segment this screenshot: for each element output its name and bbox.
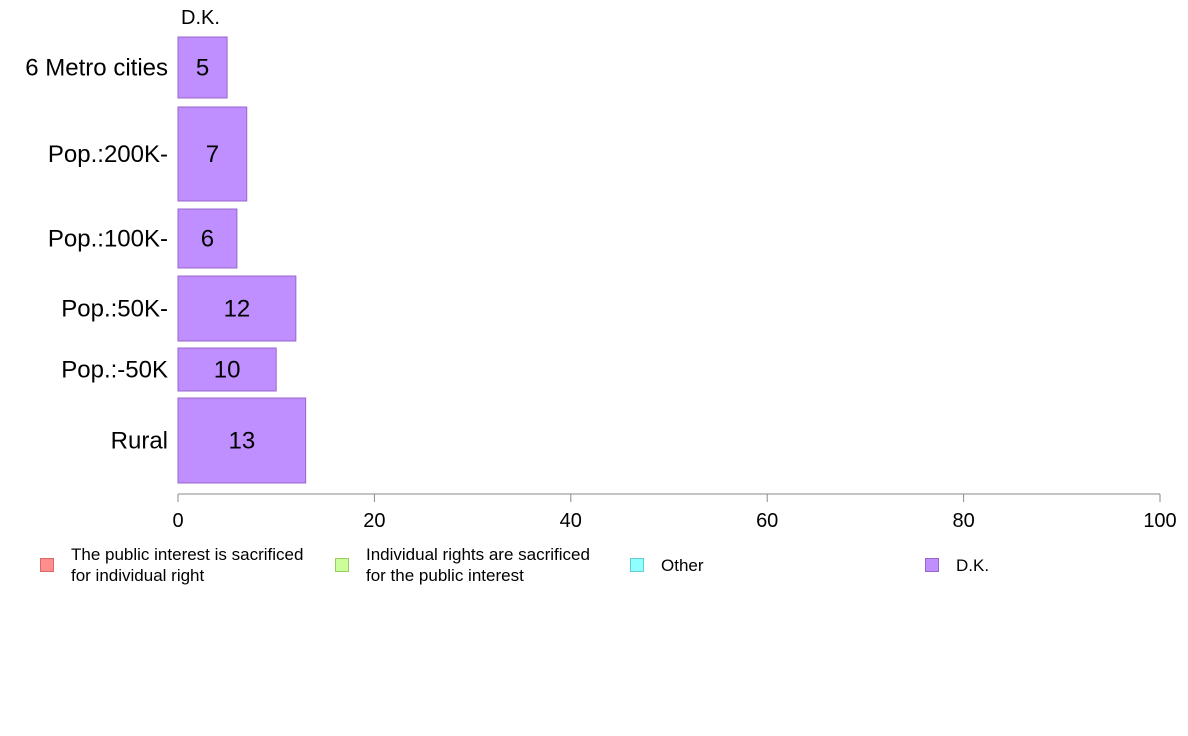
bar (177, 36, 228, 99)
x-tick-label: 60 (756, 510, 778, 532)
series-top-label: D.K. (181, 7, 220, 29)
category-label: Pop.:100K- (48, 226, 168, 253)
x-tick-label: 0 (172, 510, 183, 532)
bar (177, 106, 248, 202)
legend-swatch (335, 558, 349, 572)
bar (177, 208, 238, 269)
legend-label: The public interest is sacrificed for in… (71, 545, 304, 585)
legend-item-other: Other (630, 540, 704, 590)
category-label: Rural (111, 428, 168, 455)
category-label: 6 Metro cities (25, 55, 168, 82)
bar (177, 275, 297, 342)
category-label: Pop.:200K- (48, 141, 168, 168)
category-label: Pop.:-50K (61, 357, 168, 384)
data-label: 12 (224, 296, 251, 323)
bar (177, 397, 307, 484)
category-labels: 6 Metro cities Pop.:200K- Pop.:100K- Pop.:5… (25, 55, 168, 455)
bar (177, 347, 277, 392)
legend: The public interest is sacrificed for in… (0, 540, 1188, 600)
bars-group: 5 7 6 12 10 13 (177, 36, 307, 484)
legend-swatch (925, 558, 939, 572)
x-tick-label: 40 (560, 510, 582, 532)
legend-label: Individual rights are sacrificed for the… (366, 545, 590, 585)
data-label: 7 (206, 141, 219, 168)
data-label: 5 (196, 55, 209, 82)
data-label: 10 (214, 357, 241, 384)
legend-label: D.K. (956, 555, 990, 575)
data-label: 13 (228, 428, 255, 455)
legend-swatch (40, 558, 54, 572)
legend-item-individual-rights-sacrificed: Individual rights are sacrificed for the… (335, 540, 590, 590)
data-label: 6 (201, 226, 214, 253)
legend-item-public-interest-sacrificed: The public interest is sacrificed for in… (40, 540, 303, 590)
bar-chart: 5 7 6 12 10 13 6 Metro cities Pop.:200K- Pop.:1… (25, 7, 1177, 532)
legend-item-dk: D.K. (925, 540, 989, 590)
legend-label: Other (661, 555, 704, 575)
x-tick-label: 80 (952, 510, 974, 532)
category-label: Pop.:50K- (61, 296, 168, 323)
x-tick-label: 20 (363, 510, 385, 532)
x-tick-label: 100 (1143, 510, 1176, 532)
legend-swatch (630, 558, 644, 572)
x-axis: 0 20 40 60 80 100 (172, 493, 1177, 532)
